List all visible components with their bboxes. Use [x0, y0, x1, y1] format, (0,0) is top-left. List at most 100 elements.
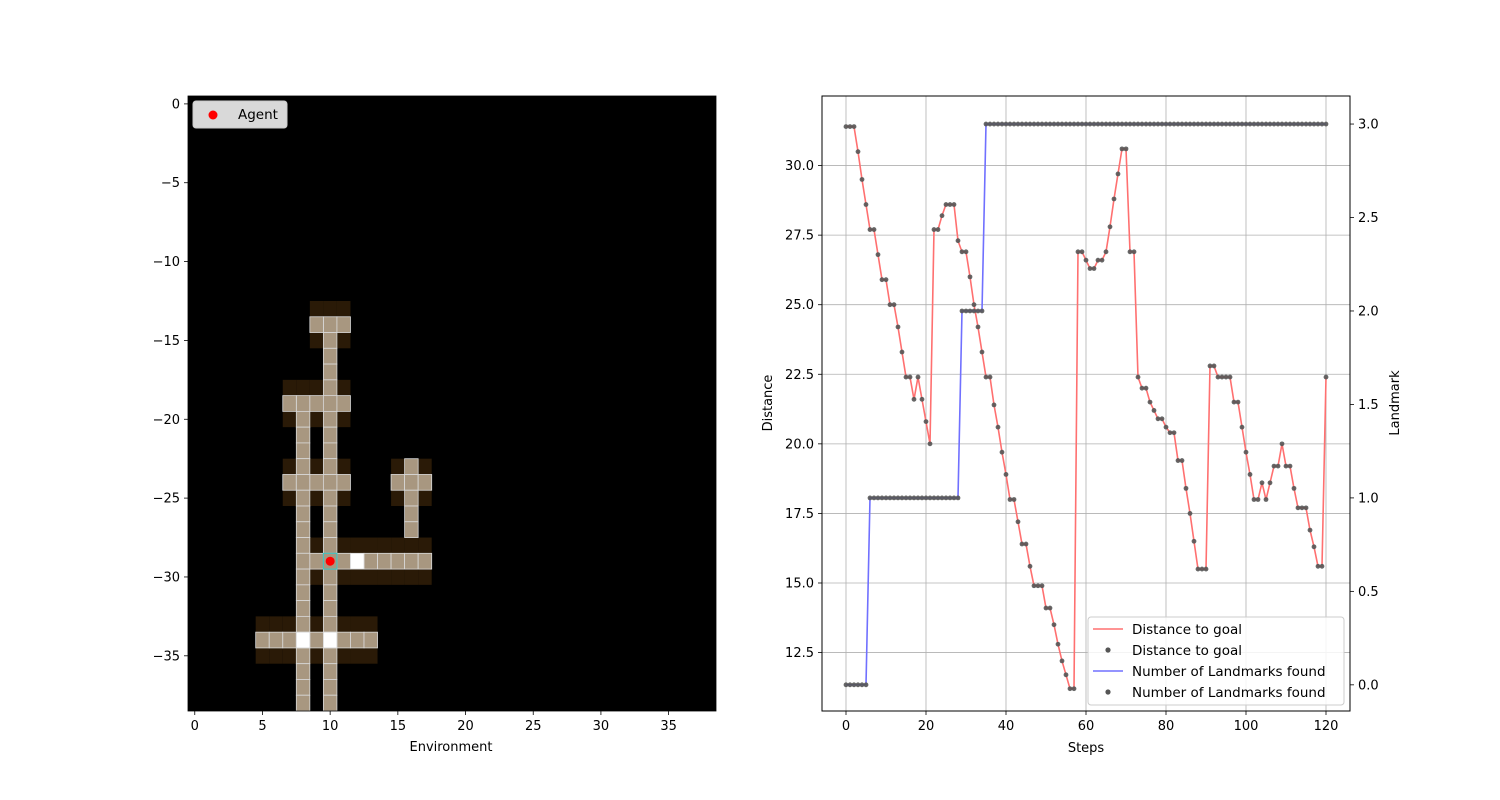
- agent-marker: [325, 556, 335, 566]
- landmark-axis-label: Landmark: [1388, 370, 1403, 436]
- landmarks-point: [987, 121, 993, 127]
- landmarks-point: [971, 308, 977, 314]
- landmarks-point: [935, 495, 941, 501]
- distance-point: [879, 277, 885, 283]
- distance-point: [1191, 538, 1197, 544]
- environment-cell-path: [322, 568, 338, 586]
- environment-cell-path: [282, 395, 297, 412]
- environment-background: [188, 96, 716, 711]
- landmarks-point: [991, 121, 997, 127]
- distance-point: [983, 374, 989, 380]
- distance-point: [1279, 441, 1285, 447]
- distance-point: [887, 302, 893, 308]
- landmarks-point: [1227, 121, 1233, 127]
- environment-cell-dark: [404, 569, 419, 585]
- environment-cell-dark: [377, 569, 392, 585]
- distance-point: [1171, 430, 1177, 436]
- environment-x-tick-label: 5: [258, 719, 266, 734]
- environment-cell-dark: [309, 332, 324, 349]
- landmarks-point: [963, 308, 969, 314]
- distance-point: [915, 374, 921, 380]
- environment-cell-path: [377, 552, 392, 570]
- distance-point: [971, 302, 977, 308]
- environment-cell-path: [295, 489, 311, 507]
- landmarks-point: [947, 495, 953, 501]
- landmarks-point: [911, 495, 917, 501]
- environment-cell-dark: [282, 379, 297, 396]
- landmarks-point: [871, 495, 877, 501]
- distance-chart-series: [843, 121, 1329, 692]
- environment-cell-path: [295, 410, 311, 428]
- distance-point: [843, 124, 849, 130]
- environment-cell-path: [404, 474, 419, 491]
- distance-point: [1143, 385, 1149, 391]
- environment-cell-path: [309, 316, 324, 333]
- environment-cell-path: [322, 474, 338, 491]
- landmarks-point: [875, 495, 881, 501]
- landmarks-point: [967, 308, 973, 314]
- environment-cell-path: [295, 395, 311, 412]
- landmarks-point: [883, 495, 889, 501]
- legend-landmarks-marker-label: Number of Landmarks found: [1132, 685, 1326, 701]
- landmarks-point: [1091, 121, 1097, 127]
- landmarks-point: [1295, 121, 1301, 127]
- landmark-tick-label: 0.0: [1358, 678, 1379, 693]
- environment-cell-dark: [391, 537, 405, 554]
- environment-cell-path: [336, 474, 351, 491]
- environment-cell-dark: [336, 647, 351, 664]
- distance-point: [1223, 374, 1229, 380]
- environment-cell-path: [322, 410, 338, 428]
- distance-point: [1319, 563, 1325, 569]
- landmarks-point: [1319, 121, 1325, 127]
- landmarks-point: [1083, 121, 1089, 127]
- environment-x-tick-label: 35: [660, 719, 677, 734]
- environment-cell-path: [255, 631, 270, 649]
- distance-point: [1131, 249, 1137, 255]
- environment-cell-path: [295, 647, 311, 665]
- distance-tick-label: 20.0: [785, 437, 814, 452]
- distance-point: [867, 227, 873, 232]
- environment-cell-path: [322, 663, 338, 680]
- landmarks-point: [1171, 121, 1177, 127]
- landmarks-point: [1155, 121, 1161, 127]
- environment-cell-path: [309, 474, 324, 491]
- steps-tick-label: 80: [1158, 719, 1175, 734]
- landmarks-point: [1087, 121, 1093, 127]
- environment-cell-dark: [309, 490, 324, 506]
- environment-cell-path: [322, 537, 338, 554]
- distance-point: [1267, 480, 1273, 486]
- steps-tick-label: 20: [918, 719, 935, 734]
- landmarks-point: [1247, 121, 1253, 127]
- distance-point: [911, 396, 917, 402]
- legend-landmarks-line-label: Number of Landmarks found: [1132, 664, 1326, 680]
- distance-point: [1263, 497, 1269, 502]
- steps-tick-label: 120: [1314, 719, 1339, 734]
- landmarks-point: [1299, 121, 1305, 127]
- environment-cells: [255, 301, 433, 712]
- distance-point: [1187, 511, 1193, 516]
- landmarks-point: [855, 682, 861, 688]
- environment-cell-path: [336, 395, 351, 412]
- landmarks-point: [1095, 121, 1101, 127]
- landmarks-point: [915, 495, 921, 501]
- environment-x-tick-label: 30: [593, 719, 610, 734]
- distance-point: [899, 349, 905, 355]
- landmarks-point: [1135, 121, 1141, 127]
- environment-cell-path: [295, 458, 311, 475]
- distance-tick-label: 30.0: [785, 159, 814, 174]
- environment-cell-dark: [323, 301, 337, 317]
- steps-tick-label: 60: [1078, 719, 1095, 734]
- landmarks-point: [1203, 121, 1209, 127]
- environment-cell-path: [363, 552, 378, 570]
- distance-point: [1099, 257, 1105, 263]
- distance-point: [863, 202, 869, 207]
- environment-cell-dark: [309, 458, 324, 475]
- distance-point: [855, 149, 861, 155]
- landmarks-point: [1011, 121, 1017, 127]
- environment-cell-bright: [322, 631, 338, 649]
- environment-cell-path: [350, 631, 365, 649]
- landmarks-point: [1175, 121, 1181, 127]
- environment-cell-path: [322, 458, 338, 475]
- environment-cell-path: [282, 474, 297, 491]
